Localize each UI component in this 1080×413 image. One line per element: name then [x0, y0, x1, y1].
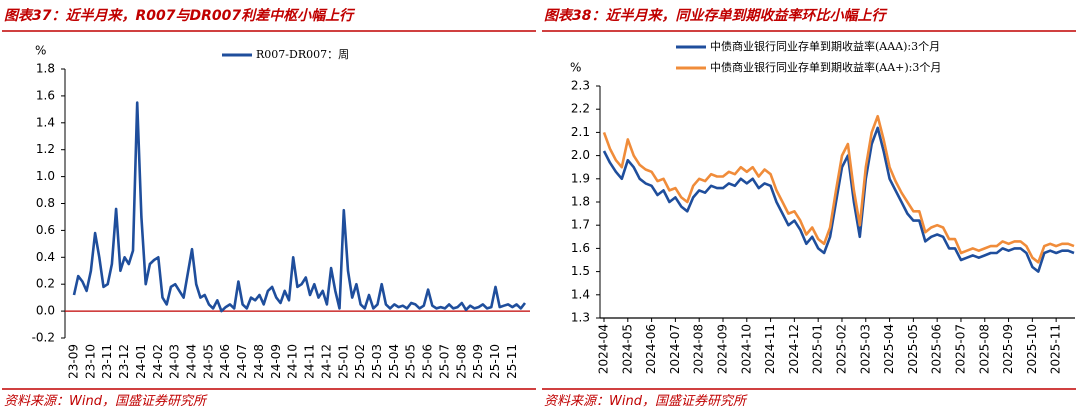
- x-tick-label: 2024-05: [620, 324, 634, 374]
- x-tick-label: 2024-10: [739, 324, 753, 374]
- y-tick-label: 1.2: [36, 142, 55, 156]
- y-tick-label: 1.7: [571, 218, 590, 232]
- x-tick-label: 23-09: [67, 344, 81, 379]
- y-tick-label: -0.2: [32, 331, 55, 345]
- x-tick-label: 2025-04: [882, 324, 896, 374]
- x-tick-label: 23-11: [100, 344, 114, 379]
- y-tick-label: 1.5: [571, 264, 590, 278]
- x-tick-label: 25-01: [336, 344, 350, 379]
- source: 资料来源：Wind，国盛证券研究所: [4, 393, 208, 409]
- series-line: [72, 101, 527, 313]
- x-tick-label: 2025-07: [953, 324, 967, 374]
- x-tick-label: 25-05: [404, 344, 418, 379]
- x-tick-label: 24-09: [269, 344, 283, 379]
- x-tick-label: 2025-08: [977, 324, 991, 374]
- x-tick-label: 2025-09: [1001, 324, 1015, 374]
- x-tick-label: 2024-06: [644, 324, 658, 374]
- x-tick-label: 2024-04: [597, 324, 611, 374]
- x-tick-label: 2025-05: [906, 324, 920, 374]
- x-tick-label: 25-09: [471, 344, 485, 379]
- y-tick-label: 0.0: [36, 304, 55, 318]
- x-tick-label: 2025-06: [930, 324, 944, 374]
- x-tick-label: 24-02: [151, 344, 165, 379]
- x-tick-label: 25-11: [505, 344, 519, 379]
- x-tick-label: 2025-01: [811, 324, 825, 374]
- chart-title: 图表38：近半月来，同业存单到期收益率环比小幅上行: [544, 7, 888, 24]
- y-tick-label: 1.9: [571, 171, 590, 185]
- x-tick-label: 25-03: [370, 344, 384, 379]
- series-line: [602, 114, 1075, 264]
- source: 资料来源：Wind，国盛证券研究所: [544, 393, 748, 409]
- x-tick-label: 24-06: [218, 344, 232, 379]
- x-tick-label: 2025-03: [858, 324, 872, 374]
- y-tick-label: 2.1: [571, 125, 590, 139]
- x-tick-label: 24-07: [235, 344, 249, 379]
- x-tick-label: 2024-12: [787, 324, 801, 374]
- legend-label: 中债商业银行同业存单到期收益率(AA+):3个月: [710, 60, 941, 74]
- x-tick-label: 25-07: [437, 344, 451, 379]
- x-tick-label: 24-11: [303, 344, 317, 379]
- x-tick-label: 24-03: [168, 344, 182, 379]
- x-tick-label: 2024-07: [668, 324, 682, 374]
- x-tick-label: 25-06: [421, 344, 435, 379]
- x-tick-label: 2024-09: [715, 324, 729, 374]
- x-tick-label: 2024-11: [763, 324, 777, 374]
- y-tick-label: 0.6: [36, 223, 55, 237]
- legend-label: 中债商业银行同业存单到期收益率(AAA):3个月: [710, 39, 940, 53]
- y-tick-label: 1.0: [36, 169, 55, 183]
- x-tick-label: 24-12: [319, 344, 333, 379]
- x-tick-label: 24-08: [252, 344, 266, 379]
- y-tick-label: 1.6: [571, 241, 590, 255]
- y-tick-label: 1.8: [571, 195, 590, 209]
- x-tick-label: 23-12: [117, 344, 131, 379]
- y-tick-label: 1.3: [571, 311, 590, 325]
- x-tick-label: 25-08: [454, 344, 468, 379]
- x-tick-label: 24-04: [185, 344, 199, 379]
- x-tick-label: 2025-10: [1025, 324, 1039, 374]
- y-tick-label: 1.4: [571, 287, 590, 301]
- y-tick-label: 2.2: [571, 102, 590, 116]
- x-tick-label: 25-04: [387, 344, 401, 379]
- x-tick-label: 24-10: [286, 344, 300, 379]
- y-tick-label: 1.8: [36, 62, 55, 76]
- legend-label: R007-DR007：周: [256, 48, 349, 61]
- x-tick-label: 24-05: [201, 344, 215, 379]
- x-tick-label: 2024-08: [692, 324, 706, 374]
- y-tick-label: 2.3: [571, 79, 590, 93]
- y-axis-label: %: [35, 44, 46, 58]
- y-tick-label: 2.0: [571, 148, 590, 162]
- y-tick-label: 0.2: [36, 277, 55, 291]
- x-tick-label: 2025-02: [834, 324, 848, 374]
- y-tick-label: 0.4: [36, 250, 55, 264]
- x-tick-label: 23-10: [83, 344, 97, 379]
- x-tick-label: 25-02: [353, 344, 367, 379]
- y-tick-label: 1.6: [36, 88, 55, 102]
- y-tick-label: 1.4: [36, 115, 55, 129]
- y-axis-label: %: [570, 61, 581, 75]
- y-tick-label: 0.8: [36, 196, 55, 210]
- x-tick-label: 24-01: [134, 344, 148, 379]
- x-tick-label: 25-10: [488, 344, 502, 379]
- x-tick-label: 2025-11: [1049, 324, 1063, 374]
- series-line: [602, 126, 1075, 273]
- chart-title: 图表37：近半月来，R007与DR007利差中枢小幅上行: [4, 7, 356, 24]
